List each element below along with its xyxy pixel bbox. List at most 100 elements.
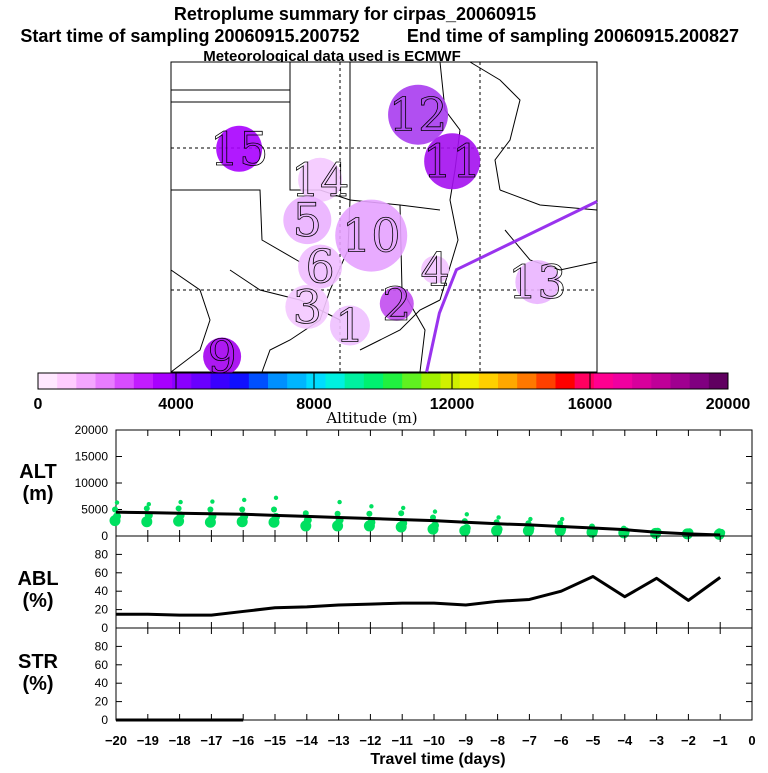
- plume-day-label: 13: [508, 255, 567, 309]
- travel-time-axis: −20 −19 −18 −17 −16 −15 −14 −13 −12 −11 −10 −9 −8 −7−…: [105, 733, 756, 748]
- x-tick-label: −18: [169, 733, 191, 748]
- colorbar-tick-16000: 16000: [568, 396, 613, 413]
- y-tick-label: 40: [95, 676, 109, 690]
- x-tick-label: −10: [423, 733, 445, 748]
- colorbar-swatch: [133, 373, 154, 389]
- colorbar-swatch: [306, 373, 326, 389]
- abl-ylabel-2: (%): [22, 590, 53, 612]
- colorbar-swatch: [670, 373, 691, 389]
- colorbar-swatch: [708, 373, 729, 389]
- plume-marker: [379, 286, 414, 321]
- x-tick-label: −19: [137, 733, 159, 748]
- colorbar-swatch: [229, 373, 250, 389]
- altitude-scatter-point: [273, 495, 279, 501]
- y-tick-label: 80: [95, 639, 109, 653]
- altitude-scatter-point: [175, 505, 182, 512]
- alt-panel: ALT (m) 0 5000 10000 15000 20000: [19, 423, 753, 543]
- colorbar-swatch: [689, 373, 710, 389]
- colorbar-swatch: [57, 373, 77, 389]
- colorbar-tick-20000: 20000: [706, 396, 751, 413]
- colorbar-swatch: [268, 373, 288, 389]
- plume-marker: [335, 199, 408, 272]
- plume-marker: [298, 157, 343, 202]
- colorbar-swatch: [440, 373, 461, 389]
- colorbar-swatch: [114, 373, 135, 389]
- plume-day-label: 1: [335, 299, 364, 353]
- altitude-scatter-point: [399, 519, 408, 528]
- colorbar-swatch: [478, 373, 499, 389]
- colorbar-swatch: [593, 373, 614, 389]
- colorbar-swatch: [555, 373, 576, 389]
- altitude-scatter-point: [143, 505, 150, 512]
- altitude-scatter-point: [560, 516, 565, 522]
- y-tick-label: 0: [101, 713, 108, 727]
- panel-frame: [115, 627, 753, 721]
- plume-marker: [424, 133, 481, 190]
- sampling-end: End time of sampling 20060915.200827: [407, 26, 739, 46]
- plume-marker: [216, 125, 263, 172]
- y-tick-label: 20: [95, 695, 109, 709]
- altitude-scatter-point: [716, 528, 723, 535]
- colorbar-tick-12000: 12000: [430, 396, 475, 413]
- altitude-scatter-point: [398, 510, 405, 517]
- y-tick-label: 40: [95, 584, 109, 598]
- colorbar-tick-4000: 4000: [158, 396, 194, 413]
- plume-marker: [203, 337, 242, 376]
- y-tick-label: 5000: [81, 503, 108, 517]
- series-line-alt: [115, 510, 721, 537]
- figure-title: Retroplume summary for cirpas_20060915: [174, 4, 536, 24]
- x-tick-label: −2: [681, 733, 696, 748]
- colorbar-swatch: [574, 373, 595, 389]
- colorbar-swatch: [421, 373, 441, 389]
- plume-day-label: 10: [342, 209, 401, 263]
- altitude-scatter-point: [462, 524, 471, 533]
- colorbar-swatch: [76, 373, 96, 389]
- colorbar-swatch: [498, 373, 518, 389]
- x-tick-label: −12: [359, 733, 381, 748]
- altitude-scatter-point: [496, 515, 501, 520]
- alt-ylabel-1: ALT: [19, 461, 56, 483]
- str-ylabel-1: STR: [18, 651, 59, 673]
- altitude-scatter-point: [528, 516, 533, 522]
- altitude-scatter-point: [207, 506, 214, 513]
- altitude-scatter-point: [113, 512, 121, 521]
- plume-day-label: 3: [293, 280, 322, 334]
- altitude-scatter-point: [526, 524, 535, 533]
- colorbar-swatch: [38, 373, 58, 389]
- str-ylabel-2: (%): [22, 673, 53, 695]
- plume-day-label: 6: [305, 240, 334, 294]
- altitude-scatter-point: [432, 509, 438, 514]
- colorbar-frame: [37, 372, 729, 390]
- colorbar-swatch: [344, 373, 365, 389]
- altitude-scatter-point: [210, 499, 215, 504]
- colorbar-tick-0: 0: [34, 396, 43, 413]
- x-tick-label: 0: [748, 733, 755, 748]
- colorbar-swatch: [632, 373, 652, 389]
- y-tick-label: 0: [101, 621, 108, 635]
- colorbar-axis-label: Altitude (m): [325, 409, 417, 427]
- altitude-scatter-point: [367, 518, 376, 527]
- x-tick-label: −16: [232, 733, 254, 748]
- colorbar-swatch: [459, 373, 480, 389]
- plume-day-label: 12: [389, 88, 448, 142]
- colorbar-swatches: [38, 373, 729, 389]
- altitude-scatter-point: [337, 499, 342, 505]
- plume-marker: [388, 84, 449, 145]
- y-tick-label: 60: [95, 566, 109, 580]
- colorbar-tick-8000: 8000: [296, 396, 332, 413]
- x-tick-label: −5: [586, 733, 601, 748]
- colorbar-swatch: [248, 373, 269, 389]
- plume-marker: [329, 305, 370, 346]
- colorbar-swatch: [517, 373, 537, 389]
- x-tick-label: −6: [554, 733, 569, 748]
- str-panel: STR (%) 0 20 40 60 80: [18, 627, 753, 727]
- altitude-scatter-point: [239, 506, 246, 513]
- y-tick-label: 80: [95, 547, 109, 561]
- colorbar-swatch: [325, 373, 346, 389]
- x-axis-label: Travel time (days): [370, 751, 505, 768]
- altitude-scatter-point: [431, 521, 439, 530]
- y-tick-label: 0: [101, 529, 108, 543]
- plume-day-label: 2: [382, 277, 411, 331]
- altitude-scatter-point: [271, 506, 277, 513]
